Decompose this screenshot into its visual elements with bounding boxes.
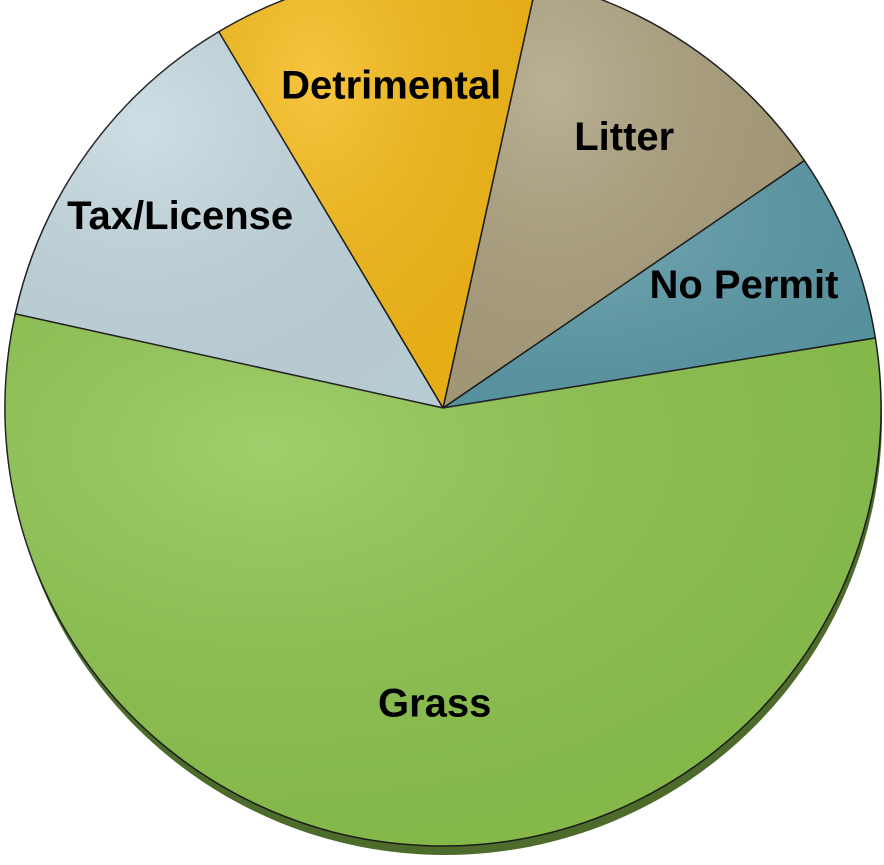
slice-label: Grass bbox=[378, 681, 491, 725]
slice-label: Litter bbox=[574, 115, 674, 159]
pie bbox=[4, 0, 882, 847]
slice-shine bbox=[15, 31, 444, 408]
slice-shine bbox=[443, 160, 876, 408]
slice-shine bbox=[4, 313, 881, 847]
slice-label: Detrimental bbox=[281, 64, 501, 108]
slice-shine bbox=[218, 0, 533, 408]
slice-label: Tax/License bbox=[67, 194, 293, 238]
labels: No Permit Litter Detrimental Tax/License Gra… bbox=[67, 64, 838, 726]
slice-label: No Permit bbox=[649, 263, 838, 307]
slice-shine bbox=[443, 0, 805, 408]
